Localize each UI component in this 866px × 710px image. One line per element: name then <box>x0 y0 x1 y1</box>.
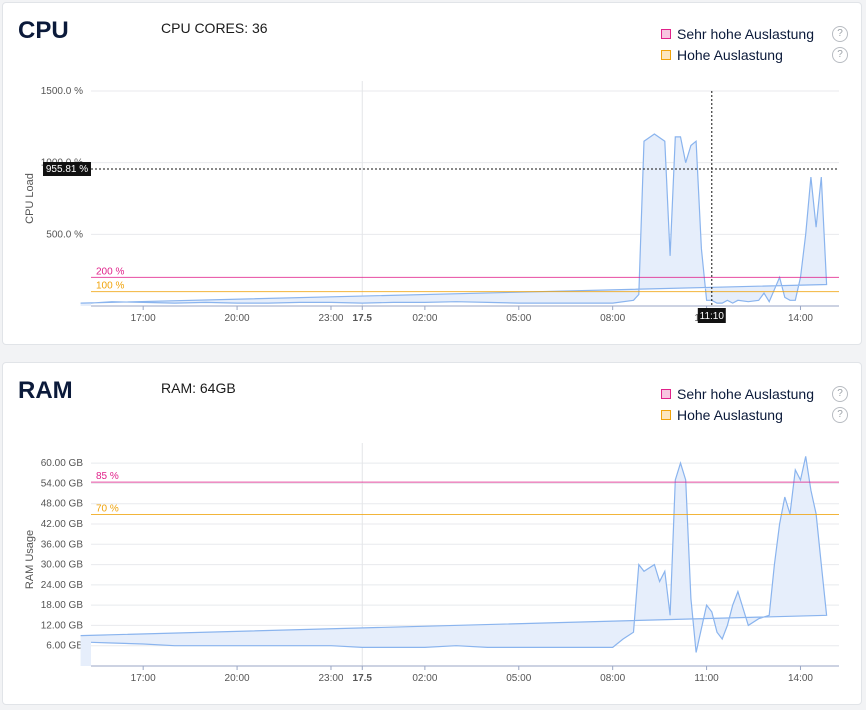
legend-swatch-high <box>661 49 671 60</box>
crosshair-x-badge <box>697 308 726 323</box>
threshold-label: 200 % <box>96 266 124 277</box>
ram-title: RAM <box>18 377 73 404</box>
help-icon[interactable]: ? <box>832 386 848 402</box>
x-tick-label: 02:00 <box>412 673 437 684</box>
legend-label-high: Hohe Auslastung <box>677 406 783 423</box>
x-tick-label: 23:00 <box>318 673 343 684</box>
x-tick-label: 14:00 <box>788 313 813 324</box>
ram-size-info: RAM: 64GB <box>161 380 236 396</box>
legend-label-very-high: Sehr hohe Auslastung <box>677 25 814 42</box>
x-tick-label: 14:00 <box>788 673 813 684</box>
threshold-label: 100 % <box>96 281 124 292</box>
y-tick-label: 18.00 GB <box>41 600 84 611</box>
legend-swatch-very-high <box>661 28 671 39</box>
help-icon[interactable]: ? <box>832 407 848 423</box>
y-tick-label: 12.00 GB <box>41 620 84 631</box>
legend-swatch-very-high <box>661 388 671 399</box>
x-tick-label: 17:00 <box>131 313 156 324</box>
series-line <box>80 456 828 653</box>
x-tick-label: 02:00 <box>412 313 437 324</box>
cpu-legend: Sehr hohe Auslastung Hohe Auslastung <box>661 23 814 65</box>
legend-item-very-high[interactable]: Sehr hohe Auslastung <box>661 383 814 404</box>
x-tick-label: 08:00 <box>600 313 625 324</box>
y-tick-label: 36.00 GB <box>41 539 84 550</box>
x-tick-label: 17:00 <box>131 673 156 684</box>
x-tick-label: 11:00 <box>694 673 719 684</box>
y-tick-label: 30.00 GB <box>41 560 84 571</box>
legend-item-high[interactable]: Hohe Auslastung <box>661 44 814 65</box>
legend-swatch-high <box>661 409 671 420</box>
y-tick-label: 42.00 GB <box>41 519 84 530</box>
y-tick-label: 60.00 GB <box>41 458 84 469</box>
x-tick-label: 05:00 <box>506 673 531 684</box>
crosshair-y-badge <box>43 162 91 177</box>
y-tick-label: 48.00 GB <box>41 499 84 510</box>
series-line <box>80 133 828 304</box>
ram-chart: 60.00 GB 54.00 GB 48.00 GB 42.00 GB 36.00 GB… <box>24 443 839 684</box>
y-tick-label: 500.0 % <box>46 229 83 240</box>
legend-item-high[interactable]: Hohe Auslastung <box>661 404 814 425</box>
y-axis-label: CPU Load <box>24 173 36 224</box>
cpu-title: CPU <box>18 17 69 44</box>
legend-label-high: Hohe Auslastung <box>677 46 783 63</box>
threshold-label: 70 % <box>96 504 119 515</box>
cpu-panel: CPU CPU CORES: 36 Sehr hohe Auslastung H… <box>2 2 862 345</box>
legend-label-very-high: Sehr hohe Auslastung <box>677 385 814 402</box>
y-tick-label: 54.00 GB <box>41 478 84 489</box>
y-tick-label: 6.00 GB <box>46 641 83 652</box>
threshold-label: 85 % <box>96 471 119 482</box>
help-icon[interactable]: ? <box>832 26 848 42</box>
cpu-cores-info: CPU CORES: 36 <box>161 20 268 36</box>
ram-legend: Sehr hohe Auslastung Hohe Auslastung <box>661 383 814 425</box>
help-icon[interactable]: ? <box>832 47 848 63</box>
cpu-chart: 1500.0 %1000.0 %500.0 %200 %100 %17:0020… <box>24 81 839 324</box>
legend-item-very-high[interactable]: Sehr hohe Auslastung <box>661 23 814 44</box>
x-tick-label: 17.5 <box>353 313 373 324</box>
ram-panel: RAM RAM: 64GB Sehr hohe Auslastung Hohe … <box>2 362 862 705</box>
y-tick-label: 1500.0 % <box>41 86 83 97</box>
y-tick-label: 24.00 GB <box>41 580 84 591</box>
x-tick-label: 20:00 <box>225 313 250 324</box>
series-area <box>80 456 827 666</box>
x-tick-label: 08:00 <box>600 673 625 684</box>
x-tick-label: 05:00 <box>506 313 531 324</box>
crosshair-y-label: 955.81 % <box>46 164 88 175</box>
series-area <box>80 134 827 306</box>
crosshair-x-label: 11:10 <box>700 311 725 322</box>
x-tick-label: 17.5 <box>353 673 373 684</box>
x-tick-label: 23:00 <box>318 313 343 324</box>
y-axis-label: RAM Usage <box>24 530 36 589</box>
x-tick-label: 20:00 <box>225 673 250 684</box>
